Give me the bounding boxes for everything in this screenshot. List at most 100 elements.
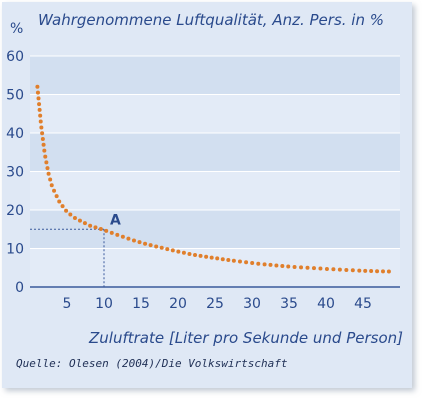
chart-title: Wahrgenommene Luftqualität, Anz. Pers. i… (38, 11, 384, 29)
y-tick-label: 50 (6, 88, 24, 104)
curve-dot (35, 84, 40, 89)
curve-dot (40, 131, 45, 136)
curve-dot (120, 234, 125, 239)
curve-dot (42, 148, 47, 153)
curve-dot (220, 257, 225, 262)
curve-dot (237, 259, 242, 264)
y-tick-label: 10 (6, 242, 24, 258)
curve-dot (165, 247, 170, 252)
curve-dot (98, 227, 103, 232)
plot-band (30, 56, 400, 95)
x-tick-label: 45 (354, 296, 372, 312)
y-tick-label: 60 (6, 49, 24, 65)
curve-dot (256, 261, 261, 266)
curve-points (35, 84, 391, 274)
y-tick-label: 40 (6, 126, 24, 142)
curve-dot (268, 262, 273, 267)
curve-dot (37, 107, 42, 112)
x-tick-label: 40 (317, 296, 335, 312)
curve-dot (344, 267, 349, 272)
curve-dot (60, 204, 65, 209)
curve-dot (43, 154, 48, 159)
curve-dot (77, 218, 82, 223)
curve-dot (231, 258, 236, 263)
x-tick-label: 30 (243, 296, 261, 312)
x-tick-label: 5 (63, 296, 72, 312)
curve-dot (311, 266, 316, 271)
curve-dot (181, 250, 186, 255)
y-tick-label: 20 (6, 203, 24, 219)
x-tick-label: 35 (280, 296, 298, 312)
curve-dot (204, 254, 209, 259)
curve-dot (154, 244, 159, 249)
curve-dot (176, 249, 181, 254)
curve-dot (72, 215, 77, 220)
curve-dot (369, 269, 374, 274)
curve-dot (64, 208, 69, 213)
y-tick-label: 30 (6, 165, 24, 181)
curve-dot (159, 245, 164, 250)
y-tick-label: 0 (15, 280, 24, 296)
curve-dot (331, 267, 336, 272)
annotation-guides (30, 228, 105, 287)
plot-band (30, 133, 400, 172)
curve-dot (126, 236, 131, 241)
annotation-label: A (110, 212, 121, 228)
curve-dot (244, 260, 249, 265)
y-axis-unit: % (10, 21, 23, 37)
curve-dot (226, 257, 231, 262)
curve-dot (93, 225, 98, 230)
x-tick-label: 20 (169, 296, 187, 312)
x-tick-label: 25 (206, 296, 224, 312)
curve-dot (52, 188, 57, 193)
curve-dot (35, 90, 40, 95)
curve-dot (299, 265, 304, 270)
x-axis-label: Zuluftrate [Liter pro Sekunde und Person… (88, 329, 403, 347)
plot-band (30, 94, 400, 133)
curve-dot (109, 230, 114, 235)
curve-dot (57, 199, 62, 204)
curve-dot (357, 268, 362, 273)
curve-dot (386, 269, 391, 274)
curve-dot (262, 262, 267, 267)
curve-dot (350, 268, 355, 273)
curve-dot (148, 243, 153, 248)
curve-dot (215, 256, 220, 261)
curve-dot (48, 177, 53, 182)
curve-dot (40, 137, 45, 142)
curve-dot (286, 264, 291, 269)
curve-dot (305, 265, 310, 270)
curve-dot (318, 266, 323, 271)
curve-dot (49, 183, 54, 188)
plot-bands (30, 56, 400, 287)
curve-dot (88, 223, 93, 228)
curve-dot (137, 240, 142, 245)
curve-dot (115, 232, 120, 237)
y-tick-labels: 0 10 20 30 40 50 60 (6, 49, 24, 296)
curve-dot (41, 142, 46, 147)
x-tick-label: 15 (132, 296, 150, 312)
curve-dot (250, 261, 255, 266)
x-tick-label: 10 (95, 296, 113, 312)
curve-dot (38, 119, 43, 124)
curve-dot (39, 125, 44, 130)
x-tick-labels: 5 10 15 20 25 30 35 40 45 (63, 296, 372, 312)
curve-dot (280, 263, 285, 268)
curve-dot (380, 269, 385, 274)
plot-band (30, 210, 400, 249)
curve-dot (44, 160, 49, 165)
plot-band (30, 171, 400, 210)
curve-dot (45, 166, 50, 171)
curve-dot (54, 194, 59, 199)
curve-dot (363, 268, 368, 273)
curve-dot (170, 248, 175, 253)
source-note: Quelle: Olesen (2004)/Die Volkswirtschaf… (16, 357, 288, 370)
curve-dot (38, 113, 43, 118)
curve-dot (37, 102, 42, 107)
curve-dot (375, 269, 380, 274)
curve-dot (209, 255, 214, 260)
curve-dot (337, 267, 342, 272)
curve-dot (104, 228, 109, 233)
curve-dot (187, 251, 192, 256)
